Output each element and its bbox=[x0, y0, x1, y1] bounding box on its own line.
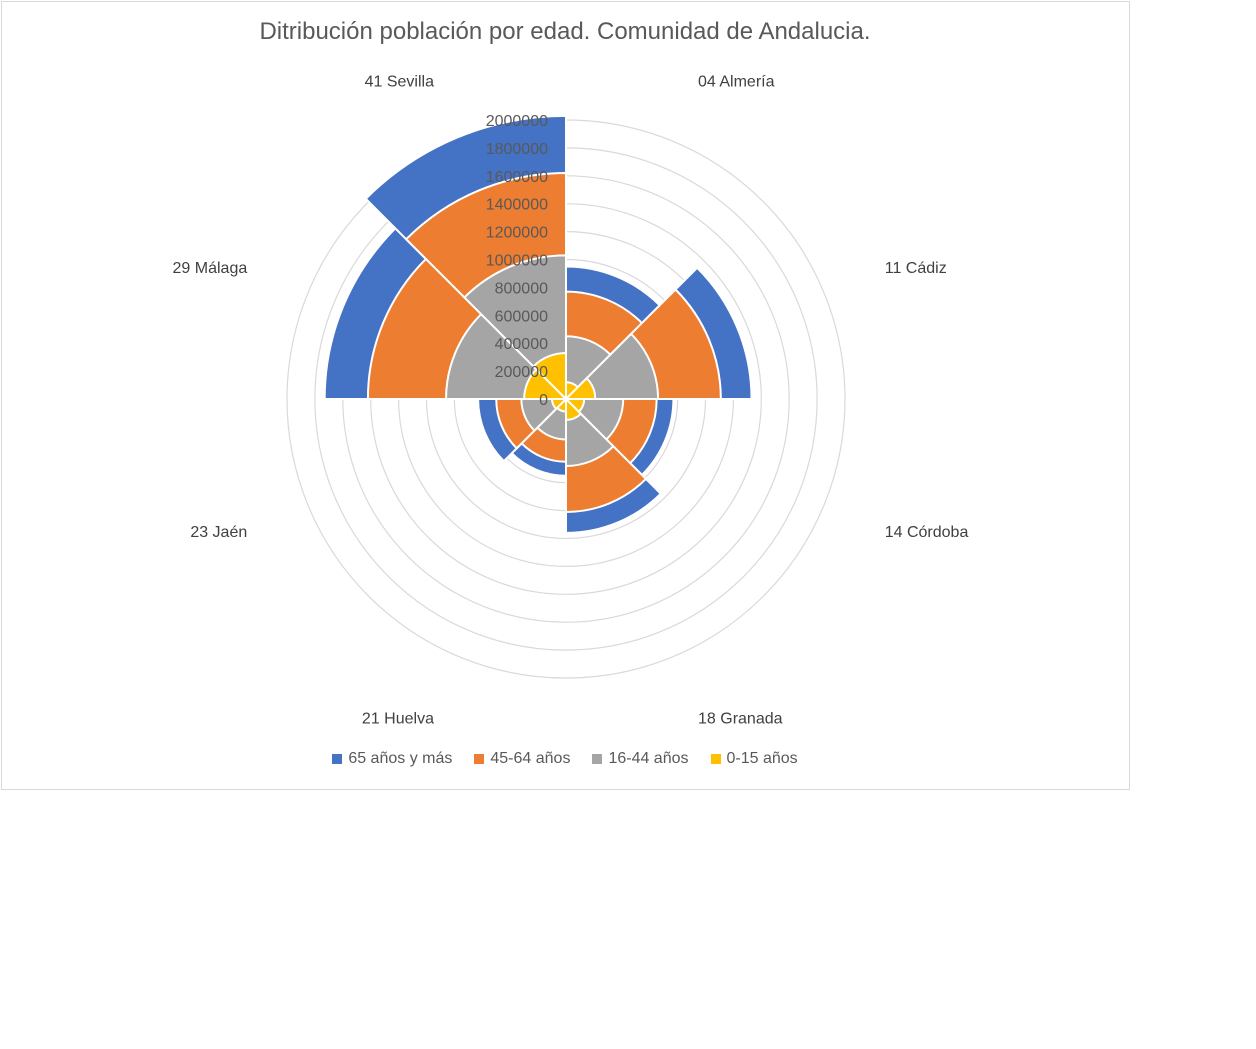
category-label: 14 Córdoba bbox=[885, 524, 969, 541]
tick-label: 1200000 bbox=[486, 225, 548, 242]
legend-swatch bbox=[710, 754, 721, 764]
legend-label: 45-64 años bbox=[490, 750, 571, 767]
category-label: 21 Huelva bbox=[362, 711, 434, 728]
category-label: 11 Cádiz bbox=[885, 260, 947, 277]
tick-label: 400000 bbox=[495, 336, 548, 353]
wedge-0-15-años-1 bbox=[563, 376, 597, 400]
tick-label: 1400000 bbox=[486, 197, 548, 214]
legend-label: 65 años y más bbox=[348, 750, 453, 767]
tick-label: 200000 bbox=[495, 364, 548, 381]
wedge-0-15-años-3 bbox=[565, 396, 583, 421]
category-label: 04 Almería bbox=[698, 73, 775, 90]
category-label: 41 Sevilla bbox=[365, 73, 434, 90]
legend-item: 45-64 años bbox=[474, 750, 570, 768]
tick-label: 2000000 bbox=[486, 113, 548, 130]
legend-label: 16-44 años bbox=[608, 750, 689, 767]
tick-label: 0 bbox=[539, 392, 548, 409]
category-label: 29 Málaga bbox=[173, 260, 248, 277]
tick-label: 1800000 bbox=[486, 141, 548, 158]
chart-title: Ditribución población por edad. Comunida… bbox=[259, 18, 871, 45]
legend-label: 0-15 años bbox=[726, 750, 798, 767]
category-label: 18 Granada bbox=[698, 711, 783, 728]
legend-swatch bbox=[592, 754, 603, 764]
legend-item: 16-44 años bbox=[592, 750, 689, 768]
wedges bbox=[323, 114, 753, 534]
legend-item: 0-15 años bbox=[710, 750, 798, 768]
wedge-0-15-años-7 bbox=[532, 351, 567, 402]
tick-label: 1600000 bbox=[486, 169, 548, 186]
legend: 65 años y más 45-64 años 16-44 años 0-15 añ… bbox=[0, 750, 1130, 768]
category-label: 23 Jaén bbox=[190, 524, 247, 541]
tick-label: 1000000 bbox=[486, 253, 548, 270]
legend-swatch bbox=[332, 754, 343, 764]
legend-item: 65 años y más bbox=[332, 750, 452, 768]
legend-swatch bbox=[474, 754, 485, 764]
polar-plot: 0 200000 400000 600000 800000 1000000 1200000 1… bbox=[173, 73, 969, 727]
tick-label: 800000 bbox=[495, 280, 548, 297]
radial-axis-ticks: 0 200000 400000 600000 800000 1000000 1200000 1… bbox=[486, 113, 548, 409]
tick-label: 600000 bbox=[495, 308, 548, 325]
category-labels: 04 Almería 11 Cádiz 14 Córdoba 18 Granada 21… bbox=[173, 73, 969, 727]
